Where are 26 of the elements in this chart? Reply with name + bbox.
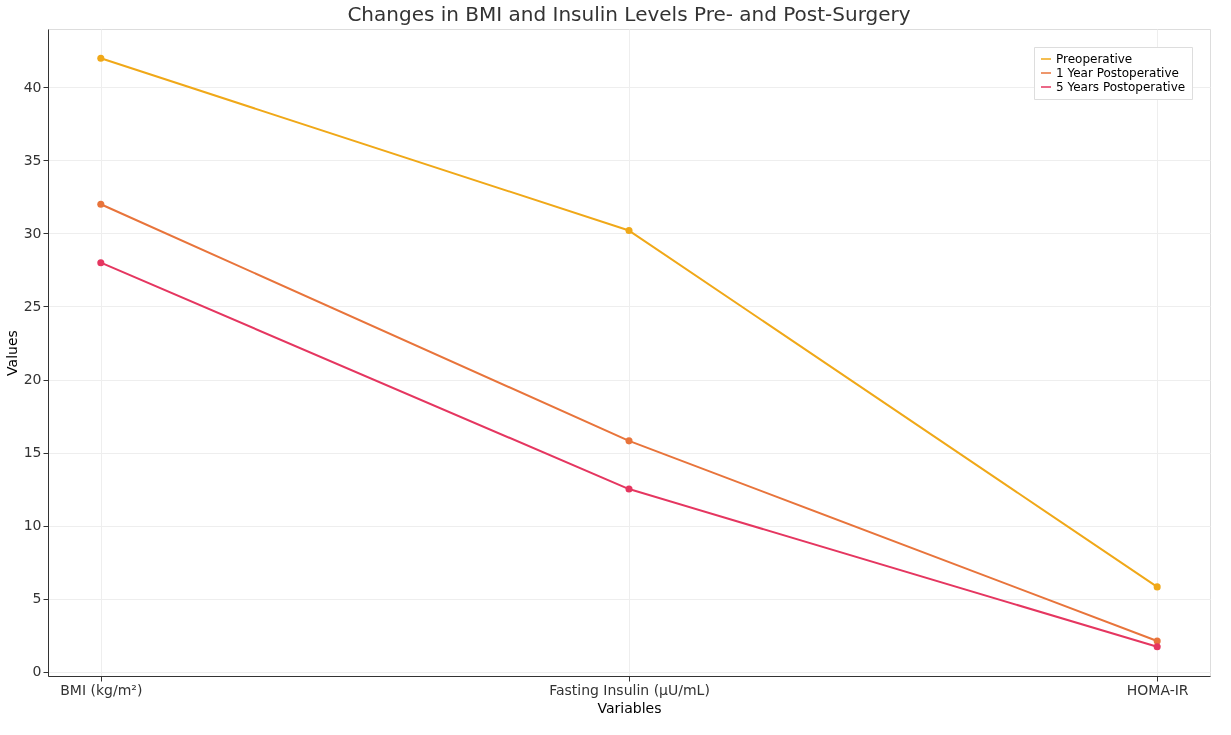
point — [1153, 583, 1161, 591]
x-tick-label: HOMA-IR — [1126, 681, 1189, 698]
x-axis-title: Variables — [597, 699, 662, 716]
y-tick-label: 35 — [23, 151, 42, 168]
point — [625, 227, 633, 235]
y-tick-label: 15 — [23, 444, 42, 461]
y-tick-label: 10 — [23, 517, 42, 534]
y-tick-label: 25 — [23, 297, 42, 314]
chart-title: Changes in BMI and Insulin Levels Pre- and Post-Surgery — [347, 2, 911, 26]
point — [97, 54, 105, 62]
point — [1153, 643, 1161, 651]
point — [97, 200, 105, 208]
y-axis-title: Values — [3, 330, 20, 376]
legend-label: 5 Years Postoperative — [1056, 80, 1186, 94]
legend-label: 1 Year Postoperative — [1056, 66, 1179, 80]
y-tick-label: 40 — [23, 78, 42, 95]
legend-label: Preoperative — [1056, 52, 1133, 66]
y-tick-label: 5 — [32, 590, 42, 607]
y-tick-label: 30 — [23, 224, 42, 241]
point — [97, 259, 105, 267]
y-tick-label: 0 — [32, 663, 42, 680]
x-tick-label: Fasting Insulin (μU/mL) — [549, 681, 710, 698]
point — [625, 437, 633, 445]
point — [625, 485, 633, 493]
x-tick-label: BMI (kg/m²) — [60, 681, 143, 698]
y-tick-label: 20 — [23, 371, 42, 388]
